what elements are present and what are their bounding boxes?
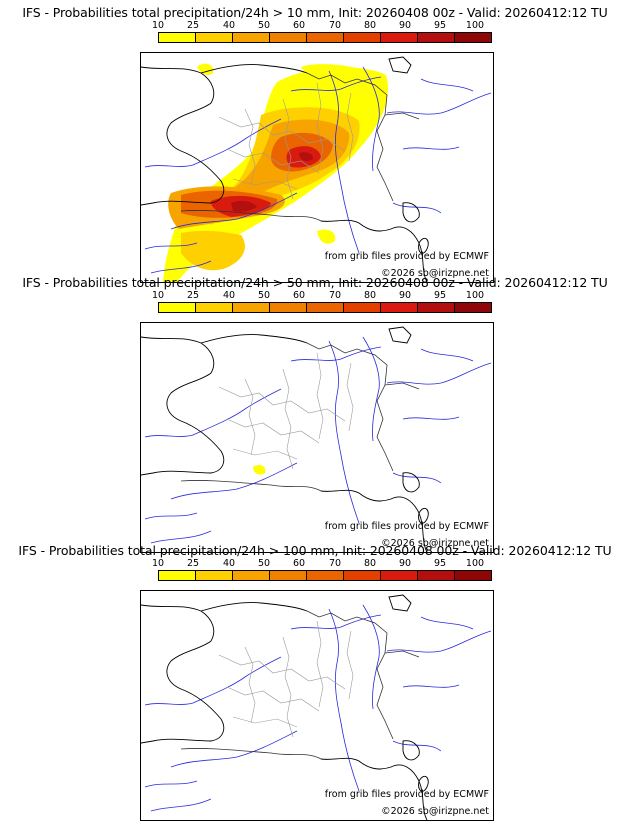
panel-threshold-50mm: IFS - Probabilities total precipitation/… bbox=[0, 275, 630, 553]
tick-label: 80 bbox=[363, 558, 377, 569]
country-borders bbox=[180, 72, 420, 222]
colorbar-box bbox=[381, 33, 418, 42]
tick-label: 10 bbox=[151, 558, 165, 569]
tick-label: 50 bbox=[257, 558, 271, 569]
tick-label: 100 bbox=[465, 558, 485, 569]
tick-label: 90 bbox=[398, 20, 412, 31]
colorbar-box bbox=[381, 571, 418, 580]
region-boundaries bbox=[218, 352, 354, 470]
panel-title: IFS - Probabilities total precipitation/… bbox=[22, 275, 608, 290]
coastlines bbox=[141, 56, 429, 282]
colorbar-box bbox=[233, 303, 270, 312]
colorbar-box bbox=[159, 303, 196, 312]
colorbar-box bbox=[270, 571, 307, 580]
rivers bbox=[144, 604, 492, 812]
colorbar-box bbox=[196, 303, 233, 312]
copyright-credit: ©2026 sb@irizpne.net bbox=[381, 806, 489, 817]
tick-label: 40 bbox=[222, 290, 236, 301]
colorbar-box bbox=[455, 571, 491, 580]
colorbar-box bbox=[381, 303, 418, 312]
copyright-credit: ©2026 sb@irizpne.net bbox=[381, 268, 489, 279]
tick-label: 25 bbox=[186, 558, 200, 569]
probability-map: from grib files provided by ECMWF ©2026 … bbox=[140, 52, 494, 283]
source-credit: from grib files provided by ECMWF bbox=[324, 251, 489, 262]
colorbar-box bbox=[159, 571, 196, 580]
tick-label: 50 bbox=[257, 290, 271, 301]
source-credit: from grib files provided by ECMWF bbox=[324, 789, 489, 800]
tick-label: 70 bbox=[328, 20, 342, 31]
colorbar-box bbox=[307, 303, 344, 312]
tick-label: 50 bbox=[257, 20, 271, 31]
tick-label: 10 bbox=[151, 290, 165, 301]
tick-label: 70 bbox=[328, 558, 342, 569]
colorbar-boxes bbox=[158, 32, 492, 43]
tick-label: 100 bbox=[465, 20, 485, 31]
colorbar-boxes bbox=[158, 570, 492, 581]
tick-label: 95 bbox=[433, 558, 447, 569]
colorbar-box bbox=[344, 571, 381, 580]
rivers bbox=[144, 66, 492, 274]
rivers bbox=[144, 336, 492, 544]
colorbar-tick-labels: 10 25 40 50 60 70 80 90 95 100 bbox=[152, 559, 492, 569]
panel-threshold-100mm: IFS - Probabilities total precipitation/… bbox=[0, 543, 630, 821]
tick-label: 90 bbox=[398, 558, 412, 569]
panel-threshold-10mm: IFS - Probabilities total precipitation/… bbox=[0, 5, 630, 283]
colorbar: 10 25 40 50 60 70 80 90 95 100 bbox=[152, 559, 492, 581]
colorbar-box bbox=[233, 33, 270, 42]
tick-label: 25 bbox=[186, 20, 200, 31]
country-borders bbox=[180, 610, 420, 760]
tick-label: 40 bbox=[222, 20, 236, 31]
tick-label: 10 bbox=[151, 20, 165, 31]
colorbar-box bbox=[418, 33, 455, 42]
colorbar-box bbox=[307, 571, 344, 580]
probability-map: from grib files provided by ECMWF ©2026 … bbox=[140, 322, 494, 553]
tick-label: 60 bbox=[292, 290, 306, 301]
panel-title: IFS - Probabilities total precipitation/… bbox=[22, 5, 608, 20]
coastlines bbox=[141, 326, 429, 552]
colorbar-box bbox=[270, 303, 307, 312]
colorbar-box bbox=[344, 33, 381, 42]
tick-label: 60 bbox=[292, 20, 306, 31]
copyright-credit: ©2026 sb@irizpne.net bbox=[381, 538, 489, 549]
colorbar-box bbox=[418, 571, 455, 580]
precipitation-probability-field bbox=[163, 63, 388, 282]
tick-label: 100 bbox=[465, 290, 485, 301]
colorbar-box bbox=[233, 571, 270, 580]
colorbar: 10 25 40 50 60 70 80 90 95 100 bbox=[152, 21, 492, 43]
colorbar-box bbox=[159, 33, 196, 42]
tick-label: 95 bbox=[433, 290, 447, 301]
region-boundaries bbox=[218, 82, 354, 200]
probability-map: from grib files provided by ECMWF ©2026 … bbox=[140, 590, 494, 821]
colorbar-boxes bbox=[158, 302, 492, 313]
tick-label: 90 bbox=[398, 290, 412, 301]
tick-label: 40 bbox=[222, 558, 236, 569]
tick-label: 25 bbox=[186, 290, 200, 301]
colorbar-tick-labels: 10 25 40 50 60 70 80 90 95 100 bbox=[152, 21, 492, 31]
tick-label: 95 bbox=[433, 20, 447, 31]
colorbar-box bbox=[270, 33, 307, 42]
colorbar: 10 25 40 50 60 70 80 90 95 100 bbox=[152, 291, 492, 313]
source-credit: from grib files provided by ECMWF bbox=[324, 521, 489, 532]
colorbar-box bbox=[196, 33, 233, 42]
colorbar-box bbox=[344, 303, 381, 312]
panel-title: IFS - Probabilities total precipitation/… bbox=[18, 543, 612, 558]
colorbar-box bbox=[455, 33, 491, 42]
tick-label: 80 bbox=[363, 20, 377, 31]
tick-label: 80 bbox=[363, 290, 377, 301]
colorbar-box bbox=[455, 303, 491, 312]
colorbar-tick-labels: 10 25 40 50 60 70 80 90 95 100 bbox=[152, 291, 492, 301]
coastlines bbox=[141, 594, 429, 820]
precipitation-probability-field bbox=[253, 465, 266, 475]
colorbar-box bbox=[196, 571, 233, 580]
tick-label: 70 bbox=[328, 290, 342, 301]
country-borders bbox=[180, 342, 420, 492]
tick-label: 60 bbox=[292, 558, 306, 569]
region-boundaries bbox=[218, 620, 354, 738]
colorbar-box bbox=[307, 33, 344, 42]
colorbar-box bbox=[418, 303, 455, 312]
